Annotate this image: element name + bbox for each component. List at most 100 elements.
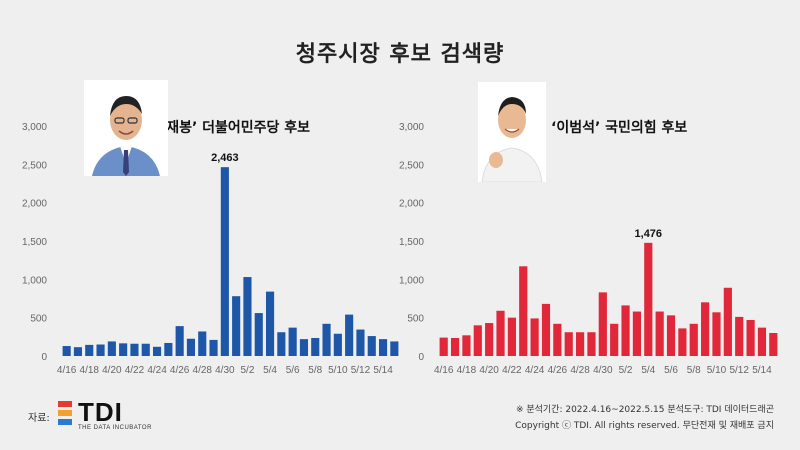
chart-lee-ytick-label: 2,000 <box>399 199 424 210</box>
chart-lee-bar <box>473 325 482 356</box>
chart-lee-ytick-label: 0 <box>418 352 424 363</box>
analysis-period-note: ※ 분석기간: 2022.4.16~2022.5.15 분석도구: TDI 데이… <box>515 405 774 415</box>
chart-lee-bar <box>666 315 676 356</box>
chart-song-xtick-label: 5/6 <box>286 365 300 376</box>
chart-lee-bar <box>723 287 732 356</box>
chart-song-bar <box>85 344 94 356</box>
chart-lee-bar <box>450 337 460 356</box>
chart-lee-bar <box>439 337 448 356</box>
chart-lee-bar <box>541 303 551 356</box>
chart-song-title: ‘송재봉’ 더불어민주당 후보 <box>148 119 310 136</box>
chart-lee-xtick-label: 5/4 <box>641 365 655 376</box>
chart-song-ytick-label: 500 <box>30 314 47 325</box>
chart-lee-bar <box>496 310 505 356</box>
chart-song-bar <box>141 343 150 356</box>
chart-song-bar <box>277 332 286 356</box>
chart-lee-bar <box>655 311 664 356</box>
chart-lee-xtick-label: 5/6 <box>664 365 678 376</box>
chart-song-bar <box>198 331 207 356</box>
tdi-logo-subtitle: THE DATA INCUBATOR <box>78 425 152 431</box>
chart-lee-bar <box>598 292 607 356</box>
chart-song-bar <box>130 343 139 356</box>
chart-song-xtick-label: 5/12 <box>351 365 371 376</box>
chart-song-bar <box>232 296 241 356</box>
chart-lee-ytick-label: 1,500 <box>399 237 424 248</box>
chart-song-xtick-label: 5/2 <box>240 365 254 376</box>
chart-lee-bar <box>689 323 698 356</box>
chart-lee-xtick-label: 4/20 <box>479 365 499 376</box>
chart-lee-xtick-label: 4/22 <box>502 365 522 376</box>
chart-lee-xtick-label: 4/30 <box>593 365 613 376</box>
chart-lee-peak-label: 1,476 <box>635 228 663 240</box>
chart-song-bar <box>333 333 342 356</box>
chart-song-peak-label: 2,463 <box>211 152 239 164</box>
chart-song-bar <box>243 277 252 356</box>
chart-song-xtick-label: 4/24 <box>147 365 167 376</box>
tdi-logo-text: TDI <box>78 397 123 427</box>
chart-song-bar <box>299 339 309 356</box>
chart-song-bar <box>73 347 83 356</box>
chart-lee-ytick-label: 3,000 <box>399 122 424 133</box>
chart-song-ytick-label: 0 <box>41 352 47 363</box>
chart-lee-bar <box>735 316 744 356</box>
chart-lee-bar <box>701 302 710 356</box>
chart-song-ytick-label: 1,000 <box>22 275 47 286</box>
chart-song-xtick-label: 4/22 <box>125 365 145 376</box>
copyright-note: Copyright ⓒ TDI. All rights reserved. 무단… <box>515 421 774 431</box>
chart-song-bar <box>164 342 173 356</box>
chart-song-bar <box>345 314 354 356</box>
chart-lee-xtick-label: 4/16 <box>434 365 454 376</box>
source-label: 자료: <box>28 413 50 424</box>
chart-song-bar <box>62 346 71 356</box>
chart-lee-bar <box>757 327 767 356</box>
chart-song-bar <box>322 323 331 356</box>
chart-song-bar <box>107 341 116 356</box>
chart-lee-bar <box>632 311 642 356</box>
chart-lee-bar <box>564 332 573 356</box>
chart-song-bar <box>96 344 105 356</box>
tdi-logo <box>58 401 72 425</box>
chart-lee-xtick-label: 5/14 <box>752 365 772 376</box>
chart-lee-xtick-label: 4/18 <box>457 365 477 376</box>
chart-lee-xtick-label: 4/26 <box>548 365 568 376</box>
chart-lee-bar <box>507 317 516 356</box>
chart-song-bar <box>356 329 365 356</box>
chart-song-bar <box>311 337 320 356</box>
chart-song-bar <box>367 336 376 356</box>
chart-lee-ytick-label: 2,500 <box>399 160 424 171</box>
chart-song-bar <box>378 339 388 356</box>
chart-lee-bar <box>712 312 721 356</box>
chart-song-bar <box>175 326 184 356</box>
chart-lee-xtick-label: 5/8 <box>687 365 701 376</box>
chart-song-bar <box>119 343 128 356</box>
chart-song-xtick-label: 4/30 <box>215 365 235 376</box>
chart-lee-bar <box>746 319 755 356</box>
chart-song-bar <box>265 291 275 356</box>
chart-lee-ytick-label: 1,000 <box>399 275 424 286</box>
chart-song-bar <box>254 313 263 356</box>
chart-lee-xtick-label: 4/24 <box>525 365 545 376</box>
chart-song-xtick-label: 4/28 <box>193 365 213 376</box>
chart-lee-bar <box>769 333 778 356</box>
chart-lee-bar <box>587 332 596 356</box>
chart-lee-bar <box>519 266 528 356</box>
chart-song-bar <box>152 346 162 356</box>
chart-lee-xtick-label: 5/12 <box>729 365 749 376</box>
chart-song-xtick-label: 4/18 <box>80 365 100 376</box>
chart-song-bar <box>186 338 196 356</box>
chart-lee-bar <box>621 305 630 356</box>
chart-song-ytick-label: 1,500 <box>22 237 47 248</box>
candidate-photo-lee <box>478 82 546 182</box>
chart-song-xtick-label: 4/26 <box>170 365 190 376</box>
chart-lee-xtick-label: 5/2 <box>619 365 633 376</box>
chart-song-bar <box>209 339 218 356</box>
chart-lee-xtick-label: 4/28 <box>570 365 590 376</box>
candidate-photo-song <box>84 80 168 176</box>
chart-song-ytick-label: 3,000 <box>22 122 47 133</box>
page-title: 청주시장 후보 검색량 <box>295 42 505 67</box>
chart-song-xtick-label: 5/4 <box>263 365 277 376</box>
chart-lee-bar <box>462 335 471 356</box>
chart-lee-bar <box>644 242 653 356</box>
chart-lee-bar <box>485 323 494 356</box>
